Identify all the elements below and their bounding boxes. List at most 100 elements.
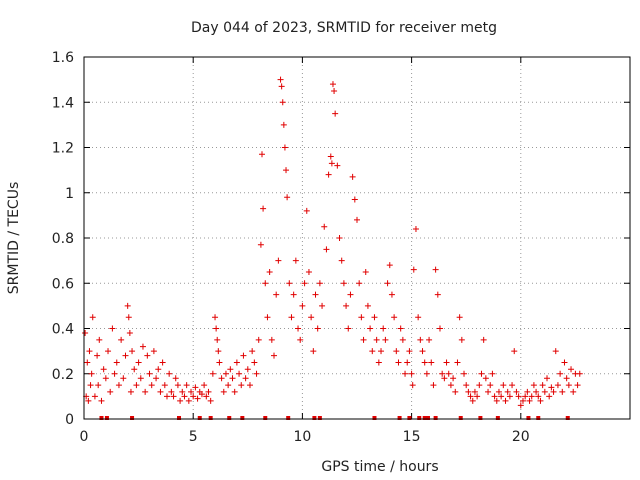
zero-marker — [372, 416, 377, 420]
grid — [84, 57, 630, 419]
data-point — [137, 375, 144, 382]
data-point — [391, 314, 398, 321]
data-point — [476, 382, 483, 389]
zero-marker — [536, 416, 541, 420]
data-point — [179, 388, 186, 395]
data-point — [205, 388, 212, 395]
data-points — [82, 76, 583, 420]
data-point — [397, 325, 404, 332]
data-point — [280, 121, 287, 128]
data-point — [153, 375, 160, 382]
y-tick-label: 0.6 — [52, 276, 74, 292]
data-point — [340, 280, 347, 287]
data-point — [88, 370, 95, 377]
zero-marker — [240, 416, 245, 420]
x-tick-label: 0 — [80, 429, 89, 445]
data-point — [338, 257, 345, 264]
data-point — [478, 370, 485, 377]
data-point — [576, 370, 583, 377]
data-point — [426, 336, 433, 343]
data-point — [292, 257, 299, 264]
data-point — [384, 280, 391, 287]
data-point — [284, 194, 291, 201]
data-point — [109, 325, 116, 332]
data-point — [504, 388, 511, 395]
data-point — [412, 225, 419, 232]
data-point — [96, 336, 103, 343]
data-point — [301, 280, 308, 287]
data-point — [463, 382, 470, 389]
data-point — [214, 336, 221, 343]
data-point — [244, 366, 251, 373]
data-point — [316, 280, 323, 287]
data-point — [380, 325, 387, 332]
data-point — [102, 375, 109, 382]
data-point — [133, 382, 140, 389]
data-point — [395, 359, 402, 366]
data-point — [548, 384, 555, 391]
data-point — [253, 370, 260, 377]
data-point — [257, 241, 264, 248]
data-point — [480, 336, 487, 343]
data-point — [511, 348, 518, 355]
data-point — [334, 162, 341, 169]
zero-marker — [458, 416, 463, 420]
data-point — [271, 352, 278, 359]
data-point — [524, 388, 531, 395]
data-point — [288, 314, 295, 321]
data-point — [201, 382, 208, 389]
data-point — [419, 348, 426, 355]
data-point — [222, 370, 229, 377]
data-point — [509, 382, 516, 389]
data-point — [240, 352, 247, 359]
data-point — [546, 393, 553, 400]
data-point — [428, 359, 435, 366]
data-point — [557, 370, 564, 377]
data-point — [458, 336, 465, 343]
zero-marker — [397, 416, 402, 420]
data-point — [161, 382, 168, 389]
data-point — [100, 366, 107, 373]
data-point — [351, 196, 358, 203]
data-point — [277, 76, 284, 83]
data-point — [471, 388, 478, 395]
zero-marker — [317, 416, 322, 420]
zero-marker — [526, 416, 531, 420]
data-point — [113, 359, 120, 366]
data-point — [273, 291, 280, 298]
data-point — [229, 375, 236, 382]
data-point — [314, 325, 321, 332]
data-point — [327, 153, 334, 160]
data-point — [332, 110, 339, 117]
data-point — [347, 291, 354, 298]
data-point — [535, 393, 542, 400]
data-point — [207, 397, 214, 404]
data-point — [406, 348, 413, 355]
y-tick-label: 1.4 — [52, 95, 74, 111]
data-point — [251, 359, 258, 366]
data-point — [328, 160, 335, 167]
data-point — [166, 370, 173, 377]
data-point — [220, 388, 227, 395]
data-point — [443, 359, 450, 366]
data-point — [188, 388, 195, 395]
data-point — [574, 382, 581, 389]
data-point — [430, 382, 437, 389]
data-point — [559, 388, 566, 395]
data-point — [174, 382, 181, 389]
data-point — [268, 336, 275, 343]
y-tick-label: 1.6 — [52, 50, 74, 66]
data-point — [325, 171, 332, 178]
data-point — [382, 336, 389, 343]
data-point — [554, 382, 561, 389]
data-point — [541, 388, 548, 395]
y-tick-label: 0.2 — [52, 367, 74, 383]
data-point — [131, 366, 138, 373]
data-point — [278, 83, 285, 90]
data-point — [408, 370, 415, 377]
data-point — [111, 370, 118, 377]
data-point — [297, 336, 304, 343]
data-point — [375, 359, 382, 366]
data-point — [279, 99, 286, 106]
